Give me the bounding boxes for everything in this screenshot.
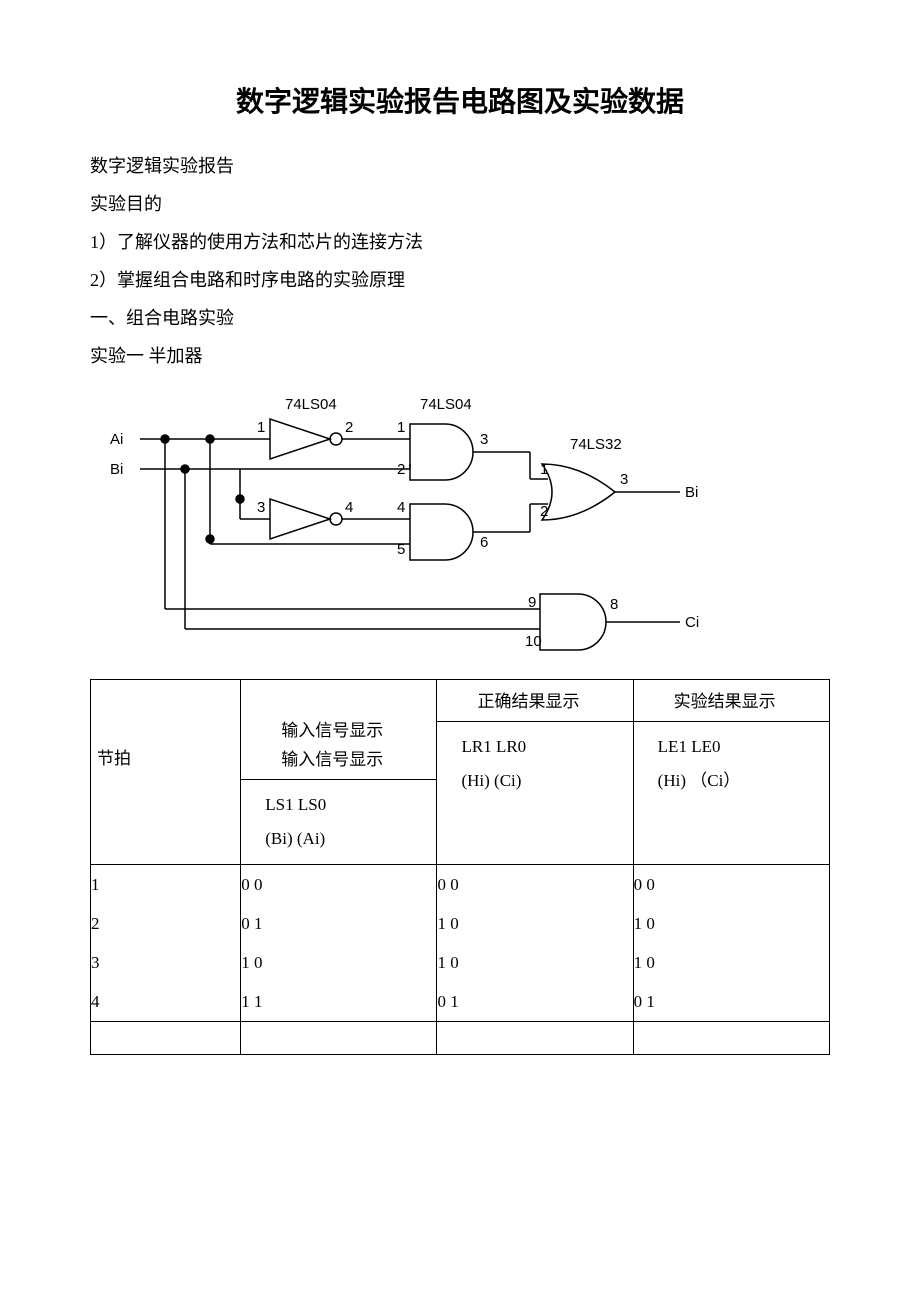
svg-text:1: 1 <box>257 419 265 436</box>
label-ai: Ai <box>110 431 123 448</box>
sub-header: LR1 LR0 <box>461 730 626 764</box>
sub-header: (Bi) (Ai) <box>265 822 430 856</box>
svg-text:10: 10 <box>525 633 542 650</box>
label-74ls04-2: 74LS04 <box>420 396 472 413</box>
circuit-diagram: Ai Bi 74LS04 1 2 <box>110 384 730 669</box>
text-line: 数字逻辑实验报告 <box>90 148 830 184</box>
label-out-bi: Bi <box>685 484 698 501</box>
label-bi: Bi <box>110 461 123 478</box>
svg-text:4: 4 <box>397 499 405 516</box>
table-header-row: 节拍 输入信号显示输入信号显示 LS1 LS0 (Bi) (Ai) 正确结果显示… <box>91 680 830 865</box>
sub-header: LS1 LS0 <box>265 788 430 822</box>
svg-text:1: 1 <box>397 419 405 436</box>
svg-text:2: 2 <box>345 419 353 436</box>
label-out-ci: Ci <box>685 614 699 631</box>
sub-header: (Hi) （Ci） <box>658 764 823 798</box>
svg-text:6: 6 <box>480 534 488 551</box>
text-line: 2）掌握组合电路和时序电路的实验原理 <box>90 262 830 298</box>
svg-text:9: 9 <box>528 594 536 611</box>
table-row <box>91 1022 830 1055</box>
col-header-beat: 节拍 <box>91 736 240 777</box>
page-title: 数字逻辑实验报告电路图及实验数据 <box>90 80 830 120</box>
table-row: 1 2 3 4 0 0 0 1 1 0 1 1 0 0 1 0 1 0 0 1 … <box>91 864 830 1021</box>
results-table: 节拍 输入信号显示输入信号显示 LS1 LS0 (Bi) (Ai) 正确结果显示… <box>90 679 830 1055</box>
col-header-exp: 实验结果显示 <box>640 688 776 717</box>
text-line: 一、组合电路实验 <box>90 300 830 336</box>
svg-text:8: 8 <box>610 596 618 613</box>
text-line: 实验一 半加器 <box>90 338 830 374</box>
label-74ls32: 74LS32 <box>570 436 622 453</box>
svg-text:3: 3 <box>480 431 488 448</box>
sub-header: (Hi) (Ci) <box>461 764 626 798</box>
svg-text:3: 3 <box>257 499 265 516</box>
svg-text:3: 3 <box>620 471 628 488</box>
page: 数字逻辑实验报告电路图及实验数据 数字逻辑实验报告 实验目的 1）了解仪器的使用… <box>0 0 920 1302</box>
sub-header: LE1 LE0 <box>658 730 823 764</box>
col-header-correct: 正确结果显示 <box>443 688 579 717</box>
label-74ls04-1: 74LS04 <box>285 396 337 413</box>
text-line: 实验目的 <box>90 186 830 222</box>
text-line: 1）了解仪器的使用方法和芯片的连接方法 <box>90 224 830 260</box>
svg-text:4: 4 <box>345 499 353 516</box>
